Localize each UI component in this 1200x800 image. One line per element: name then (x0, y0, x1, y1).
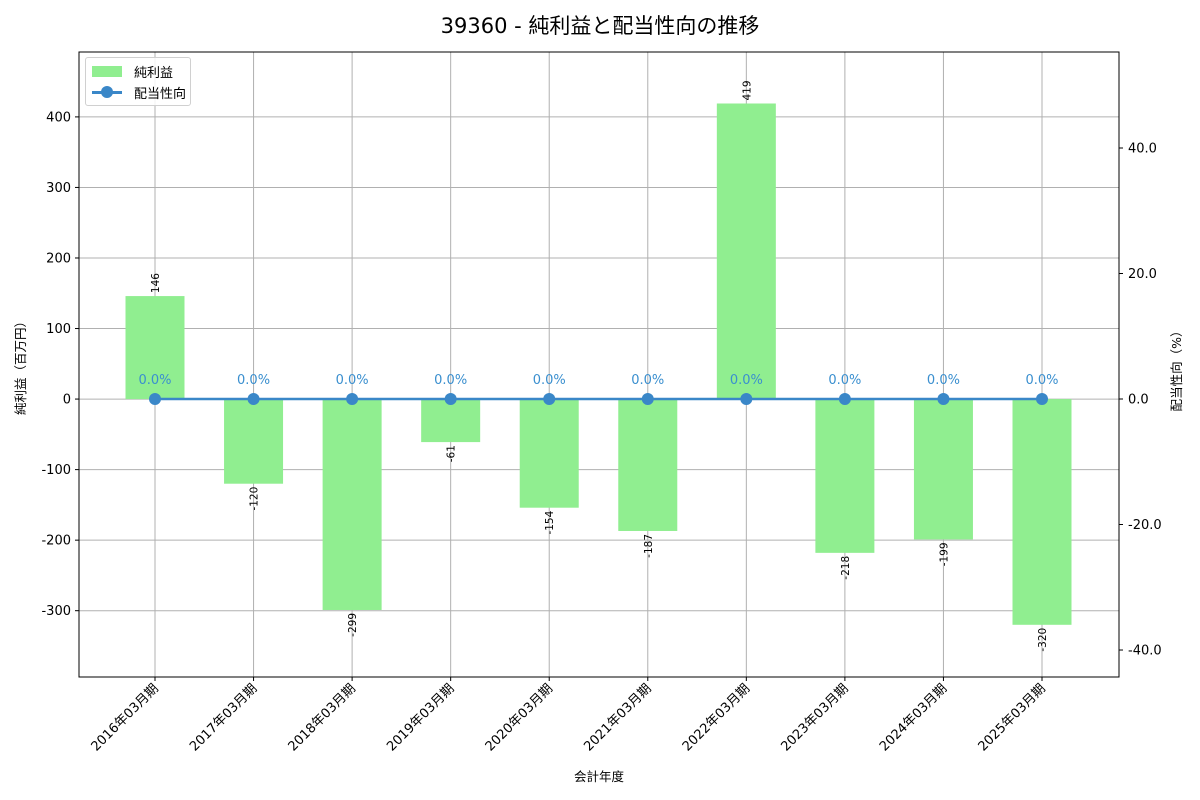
bar-value-label: 419 (741, 80, 753, 100)
bar-value-label: 146 (150, 273, 162, 293)
legend-item-net-income: 純利益 (86, 61, 173, 81)
right-tick-label: -20.0 (1128, 518, 1162, 533)
bar-value-label: -187 (643, 534, 655, 558)
chart-title: 39360 - 純利益と配当性向の推移 (440, 14, 760, 38)
bar (224, 399, 284, 484)
line-marker (740, 393, 753, 406)
x-tick-label: 2025年03月期 (976, 681, 1049, 754)
x-tick-label: 2024年03月期 (877, 681, 950, 754)
line-marker (543, 393, 556, 406)
bar-value-label: -199 (938, 542, 950, 566)
right-tick-label: 20.0 (1128, 267, 1157, 282)
net-income-bars (125, 103, 1072, 625)
legend: 純利益 配当性向 (85, 57, 191, 106)
left-y-axis-title: 純利益（百万円） (13, 315, 28, 415)
payout-ratio-label: 0.0% (631, 373, 664, 388)
bar (618, 399, 678, 531)
right-y-axis-title: 配当性向（%） (1169, 325, 1184, 412)
gridlines (79, 52, 1119, 677)
bar (815, 399, 875, 553)
legend-label: 純利益 (134, 65, 174, 81)
right-y-axis: -40.0 -20.0 0.0 20.0 40.0 (1119, 142, 1162, 659)
x-tick-label: 2022年03月期 (680, 681, 753, 754)
bar-swatch-icon (92, 65, 122, 77)
line-marker (346, 393, 359, 406)
payout-ratio-label: 0.0% (927, 373, 960, 388)
x-tick-label: 2017年03月期 (187, 681, 260, 754)
left-tick-label: -300 (41, 604, 71, 619)
left-tick-label: 300 (46, 181, 71, 196)
bar (913, 399, 973, 540)
bar-value-label: -120 (249, 487, 261, 511)
payout-ratio-label: 0.0% (828, 373, 861, 388)
x-tick-label: 2019年03月期 (384, 681, 457, 754)
x-tick-label: 2018年03月期 (286, 681, 359, 754)
line-marker (937, 393, 950, 406)
bar-value-label: -218 (840, 556, 852, 580)
payout-ratio-label: 0.0% (138, 373, 171, 388)
left-tick-label: 400 (46, 110, 71, 125)
bar (716, 103, 776, 400)
line-marker (641, 393, 654, 406)
left-tick-label: 200 (46, 251, 71, 266)
x-tick-label: 2020年03月期 (483, 681, 556, 754)
x-tick-label: 2023年03月期 (778, 681, 851, 754)
payout-ratio-labels: 0.0% 0.0% 0.0% 0.0% 0.0% 0.0% 0.0% 0.0% 0.0% 0.0% (138, 373, 1058, 388)
bar (125, 296, 185, 400)
line-marker (247, 393, 260, 406)
bar-value-labels: 146 -120 -299 -61 -154 -187 419 -218 -199 -320 (150, 80, 1049, 651)
payout-ratio-label: 0.0% (1025, 373, 1058, 388)
payout-ratio-label: 0.0% (237, 373, 270, 388)
left-tick-label: -200 (41, 534, 71, 549)
line-marker (1036, 393, 1048, 406)
payout-ratio-label: 0.0% (533, 373, 566, 388)
bar-value-label: -61 (446, 445, 458, 462)
payout-ratio-label: 0.0% (336, 373, 369, 388)
payout-ratio-line (149, 393, 1048, 406)
bar (421, 399, 481, 443)
bar (322, 399, 382, 610)
bar-value-label: -154 (544, 510, 556, 534)
x-axis-title: 会計年度 (574, 769, 625, 784)
bar-value-label: -299 (347, 613, 359, 637)
line-marker (838, 393, 851, 406)
payout-ratio-label: 0.0% (434, 373, 467, 388)
right-tick-label: -40.0 (1128, 644, 1162, 659)
bar (1012, 399, 1072, 625)
line-marker (149, 393, 161, 406)
right-tick-label: 40.0 (1128, 142, 1157, 157)
payout-ratio-label: 0.0% (730, 373, 763, 388)
left-y-axis: -300 -200 -100 0 100 200 300 400 (41, 110, 79, 619)
line-marker (444, 393, 457, 406)
bar (519, 399, 579, 508)
line-marker-swatch-icon (92, 86, 122, 98)
right-tick-label: 0.0 (1128, 393, 1149, 408)
left-tick-label: -100 (41, 463, 71, 478)
bar-value-label: -320 (1037, 628, 1049, 652)
left-tick-label: 0 (63, 393, 71, 408)
x-axis: 2016年03月期 2017年03月期 2018年03月期 2019年03月期 2020… (89, 677, 1049, 755)
plot-frame (78, 51, 1120, 678)
left-tick-label: 100 (46, 322, 71, 337)
x-tick-label: 2021年03月期 (581, 681, 654, 754)
legend-item-payout-ratio: 配当性向 (86, 82, 186, 102)
x-tick-label: 2016年03月期 (89, 681, 162, 754)
legend-label: 配当性向 (134, 86, 187, 102)
